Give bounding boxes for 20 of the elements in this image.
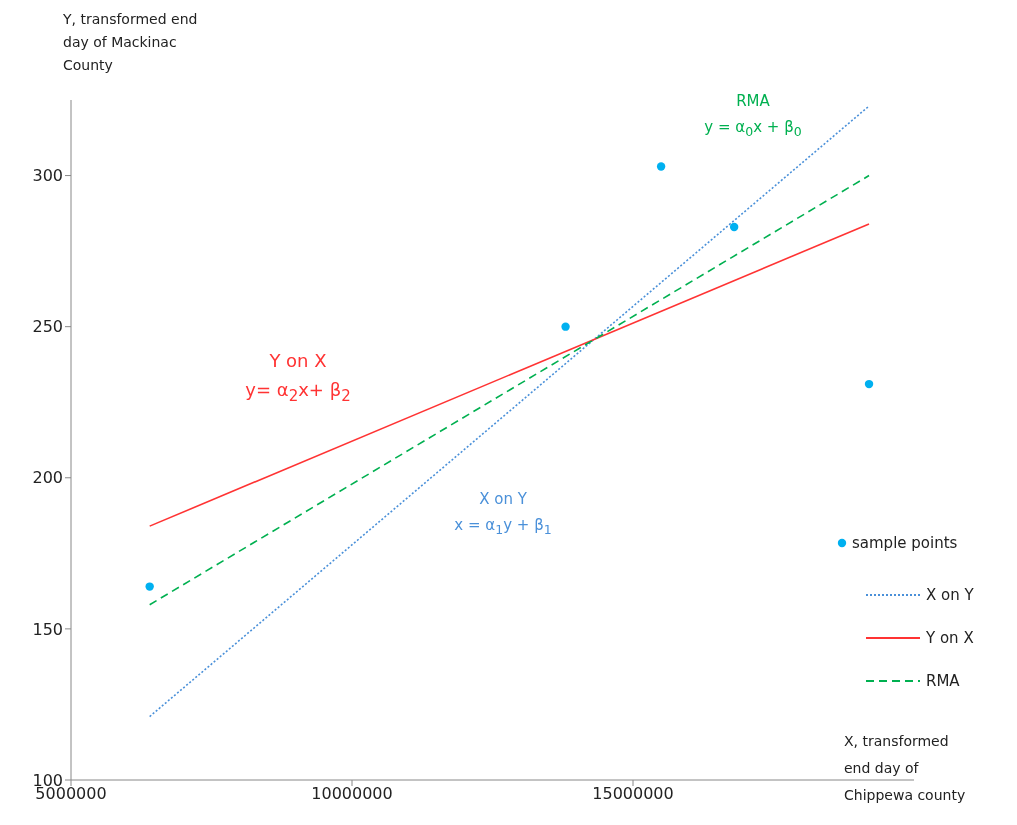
y-tick-label: 300	[32, 166, 63, 186]
annotation: X on Y x = α$_{1}$y + β$_{1}$	[453, 489, 553, 539]
legend-label: sample points	[852, 534, 958, 552]
point	[864, 379, 874, 389]
y-tick-label: 250	[32, 317, 63, 337]
point	[145, 582, 154, 591]
x-tick-label: 15000000	[592, 784, 674, 804]
y-tick-label: 150	[32, 619, 63, 639]
point	[561, 322, 570, 331]
legend-label: X on Y	[926, 585, 974, 604]
x-tick-label: 10000000	[311, 784, 393, 804]
y-tick-label: 200	[32, 468, 63, 488]
x-axis-title: X, transformed end day of Chippewa county	[844, 732, 967, 805]
legend-label: RMA	[926, 671, 960, 690]
point	[656, 162, 666, 171]
point	[729, 222, 739, 232]
annotation: Y on X y= α$_{2}$x+ β$_{2}$	[244, 349, 352, 407]
annotation: RMA y = α$_{0}$x + β$_{0}$	[703, 91, 803, 141]
y-axis-title: Y, transformed end day of Mackinac County	[63, 10, 199, 75]
legend-label: Y on X	[926, 628, 974, 647]
